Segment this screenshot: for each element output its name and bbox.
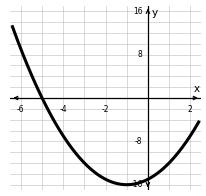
Text: -16: -16 — [130, 180, 142, 189]
Text: -6: -6 — [17, 104, 25, 113]
Text: x: x — [193, 84, 199, 94]
Text: y: y — [151, 7, 157, 17]
Text: 8: 8 — [137, 50, 142, 59]
Text: -2: -2 — [101, 104, 109, 113]
Text: 16: 16 — [132, 7, 142, 16]
Text: -8: -8 — [135, 137, 142, 146]
Text: -4: -4 — [59, 104, 67, 113]
Text: 2: 2 — [187, 104, 192, 113]
